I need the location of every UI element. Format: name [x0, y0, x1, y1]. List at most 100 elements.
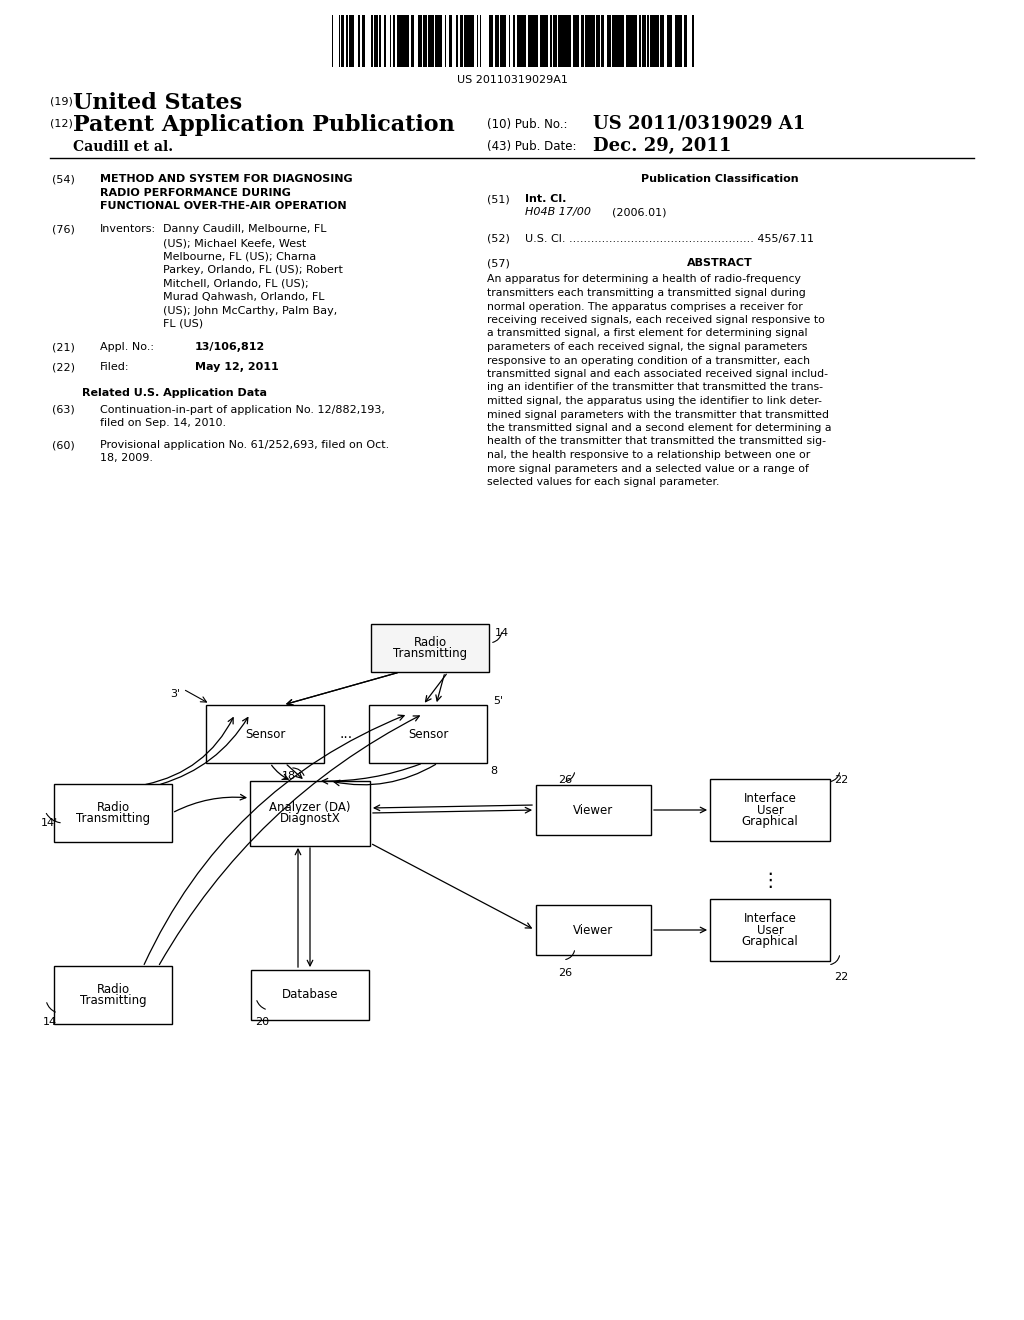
Bar: [467, 15, 469, 67]
Bar: [669, 15, 672, 67]
Bar: [333, 15, 336, 67]
Bar: [386, 15, 388, 67]
Text: 5': 5': [493, 696, 503, 706]
Text: 26: 26: [558, 775, 572, 785]
Bar: [366, 15, 369, 67]
Bar: [529, 15, 531, 67]
Bar: [523, 15, 526, 67]
Text: normal operation. The apparatus comprises a receiver for: normal operation. The apparatus comprise…: [487, 301, 803, 312]
Bar: [369, 15, 371, 67]
Bar: [251, 970, 369, 1020]
Bar: [545, 15, 547, 67]
Text: Trasmitting: Trasmitting: [80, 994, 146, 1007]
Text: United States: United States: [73, 92, 242, 114]
Bar: [436, 15, 438, 67]
Text: 22: 22: [834, 775, 848, 785]
Bar: [682, 15, 684, 67]
Text: 18, 2009.: 18, 2009.: [100, 454, 153, 463]
Bar: [567, 15, 570, 67]
Text: nal, the health responsive to a relationship between one or: nal, the health responsive to a relation…: [487, 450, 810, 459]
Text: DiagnostX: DiagnostX: [280, 812, 340, 825]
Bar: [358, 15, 360, 67]
Text: ⋮: ⋮: [760, 870, 779, 890]
Bar: [635, 15, 637, 67]
Bar: [485, 15, 487, 67]
Text: Viewer: Viewer: [572, 924, 613, 936]
Text: 14: 14: [43, 1016, 57, 1027]
Bar: [643, 15, 646, 67]
Bar: [438, 15, 440, 67]
Bar: [573, 15, 575, 67]
Bar: [474, 15, 477, 67]
Bar: [632, 15, 635, 67]
Text: FL (US): FL (US): [163, 319, 203, 329]
Bar: [337, 15, 339, 67]
Text: Dec. 29, 2011: Dec. 29, 2011: [593, 137, 731, 154]
Bar: [206, 705, 324, 763]
Bar: [360, 15, 362, 67]
Bar: [54, 966, 172, 1024]
Bar: [518, 15, 521, 67]
Bar: [449, 15, 452, 67]
Text: (22): (22): [52, 362, 75, 372]
Bar: [409, 15, 411, 67]
Text: responsive to an operating condition of a transmitter, each: responsive to an operating condition of …: [487, 355, 810, 366]
Text: Database: Database: [282, 989, 338, 1002]
Text: 14': 14': [41, 818, 58, 828]
Text: Sensor: Sensor: [408, 727, 449, 741]
Bar: [472, 15, 474, 67]
Text: mined signal parameters with the transmitter that transmitted: mined signal parameters with the transmi…: [487, 409, 829, 420]
Bar: [330, 15, 332, 67]
Text: METHOD AND SYSTEM FOR DIAGNOSING: METHOD AND SYSTEM FOR DIAGNOSING: [100, 174, 352, 183]
Text: receiving received signals, each received signal responsive to: receiving received signals, each receive…: [487, 315, 825, 325]
Text: 3': 3': [170, 689, 180, 700]
Text: Radio: Radio: [96, 801, 130, 813]
Text: Inventors:: Inventors:: [100, 224, 156, 235]
Bar: [371, 15, 373, 67]
Bar: [489, 15, 490, 67]
Text: Publication Classification: Publication Classification: [641, 174, 799, 183]
Bar: [550, 15, 552, 67]
Bar: [384, 15, 386, 67]
Bar: [571, 15, 573, 67]
Bar: [608, 15, 611, 67]
Bar: [664, 15, 667, 67]
Bar: [678, 15, 680, 67]
Bar: [54, 784, 172, 842]
Text: 14: 14: [495, 628, 509, 638]
Text: Int. Cl.: Int. Cl.: [525, 194, 566, 205]
Text: Appl. No.:: Appl. No.:: [100, 342, 154, 352]
Bar: [341, 15, 344, 67]
Text: (US); John McCarthy, Palm Bay,: (US); John McCarthy, Palm Bay,: [163, 305, 337, 315]
Bar: [653, 15, 656, 67]
Bar: [662, 15, 664, 67]
Bar: [423, 15, 425, 67]
Bar: [672, 15, 674, 67]
Text: Patent Application Publication: Patent Application Publication: [73, 114, 455, 136]
Bar: [404, 15, 406, 67]
Bar: [692, 15, 694, 67]
Bar: [656, 15, 658, 67]
Text: H04B 17/00: H04B 17/00: [525, 207, 591, 218]
Text: Viewer: Viewer: [572, 804, 613, 817]
Text: An apparatus for determining a health of radio-frequency: An apparatus for determining a health of…: [487, 275, 801, 285]
Text: (52): (52): [487, 234, 510, 244]
Bar: [487, 15, 489, 67]
Bar: [362, 15, 365, 67]
Text: Caudill et al.: Caudill et al.: [73, 140, 173, 154]
Bar: [585, 15, 588, 67]
Bar: [478, 15, 480, 67]
Bar: [355, 15, 358, 67]
Bar: [381, 15, 384, 67]
Bar: [690, 15, 692, 67]
Bar: [602, 15, 604, 67]
Bar: [543, 15, 545, 67]
Text: Danny Caudill, Melbourne, FL: Danny Caudill, Melbourne, FL: [163, 224, 327, 235]
Bar: [536, 785, 650, 836]
Bar: [453, 15, 456, 67]
Bar: [397, 15, 399, 67]
Text: Graphical: Graphical: [741, 935, 799, 948]
Text: more signal parameters and a selected value or a range of: more signal parameters and a selected va…: [487, 463, 809, 474]
Bar: [667, 15, 669, 67]
Bar: [391, 15, 393, 67]
